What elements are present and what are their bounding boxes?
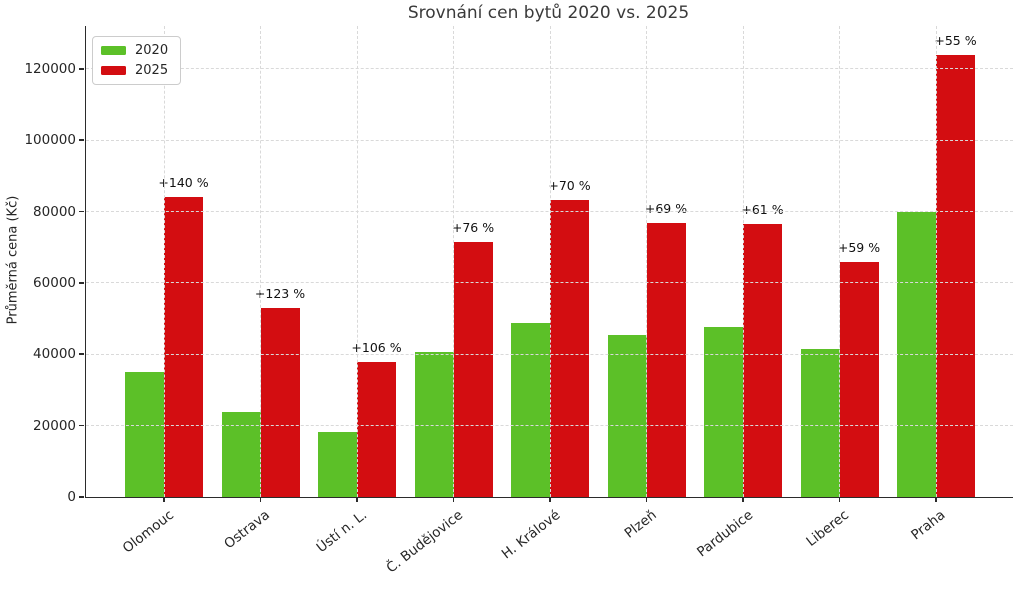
legend-item-2020: 2020 (101, 43, 168, 58)
percent-annotation: +140 % (158, 175, 209, 191)
bar-2020-Plzeň (607, 334, 647, 497)
x-tick-mark (259, 497, 262, 502)
percent-annotation: +76 % (451, 219, 495, 235)
gridline-v (646, 26, 647, 497)
gridline-v (163, 26, 165, 497)
gridline-h (86, 211, 1013, 213)
x-tick-label-7: Pardubice (693, 507, 756, 561)
bar-2020-Č. Budějovice (414, 351, 454, 497)
x-tick-label-1: Olomouc (119, 507, 177, 557)
plot-area: Praha Liberec Pardubice Plzeň H. Králové Č. B… (24, 26, 1013, 576)
x-tick-label-8: Liberec (803, 507, 853, 550)
x-tick-mark (549, 497, 551, 502)
legend-label-2025: 2025 (135, 63, 169, 78)
legend: 2020 2025 (92, 36, 182, 85)
y-tick-mark (79, 68, 84, 70)
y-tick-label: 40000 (33, 346, 76, 363)
gridline-h (86, 282, 1013, 284)
y-tick-label: 80000 (33, 203, 76, 220)
percent-annotation: +69 % (644, 200, 688, 216)
bar-2025-H. Králové (550, 200, 589, 497)
y-tick-label: 100000 (24, 132, 76, 149)
gridline-h (86, 425, 1013, 427)
percent-annotation: +70 % (548, 178, 591, 194)
bar-2020-Ostrava (221, 412, 261, 497)
x-tick-mark (742, 497, 744, 502)
gridline-v (935, 26, 937, 497)
y-tick-mark (79, 353, 84, 356)
x-tick-mark (645, 497, 648, 502)
chart-title: Srovnání cen bytů 2020 vs. 2025 (407, 3, 690, 23)
bar-2025-Praha (936, 54, 975, 497)
x-tick-mark (356, 497, 358, 502)
gridline-h (86, 139, 1013, 141)
gridline-v (356, 26, 358, 497)
y-tick-mark (79, 210, 84, 213)
y-tick-label: 120000 (24, 60, 76, 77)
legend-swatch-2020 (101, 46, 126, 55)
bar-2025-Olomouc (164, 197, 203, 497)
gridline-v (839, 26, 840, 497)
bar-2025-Č. Budějovice (453, 241, 493, 497)
x-tick-label-9: Praha (908, 507, 949, 544)
bar-2025-Plzeň (646, 222, 686, 497)
y-tick-mark (79, 424, 84, 427)
x-tick-label-3: Ústí n. L. (313, 507, 370, 557)
legend-item-2025: 2025 (101, 63, 168, 78)
y-tick-label: 0 (67, 489, 76, 505)
y-tick-label: 60000 (33, 274, 76, 291)
gridline-h (86, 353, 1013, 355)
gridline-v (260, 26, 261, 497)
y-tick-mark (79, 496, 84, 498)
x-tick-label-5: H. Králové (498, 507, 563, 563)
legend-swatch-2025 (101, 66, 126, 75)
y-tick-mark (79, 282, 84, 284)
x-tick-mark (452, 497, 455, 502)
x-tick-mark (935, 497, 937, 502)
bar-2020-Liberec (800, 349, 840, 497)
bar-2025-Ústí n. L. (357, 362, 396, 497)
bar-2020-H. Králové (511, 322, 550, 497)
x-tick-label-4: Č. Budějovice (383, 507, 467, 577)
x-tick-label-6: Plzeň (621, 507, 660, 542)
x-tick-label-2: Ostrava (221, 507, 274, 553)
y-axis-label: Průměrná cena (Kč) (5, 195, 21, 325)
gridline-v (453, 26, 454, 497)
bar-2025-Liberec (839, 262, 879, 497)
gridline-v (742, 26, 744, 497)
bar-2025-Pardubice (743, 223, 782, 497)
x-tick-mark (838, 497, 841, 502)
y-tick-label: 20000 (33, 417, 76, 434)
bar-2020-Pardubice (704, 327, 743, 497)
percent-annotation: +61 % (741, 201, 784, 217)
percent-annotation: +123 % (254, 286, 306, 302)
gridline-h (86, 68, 1013, 70)
bar-2020-Ústí n. L. (318, 431, 357, 497)
x-tick-mark (163, 497, 165, 502)
percent-annotation: +59 % (837, 240, 881, 256)
percent-annotation: +106 % (351, 340, 402, 356)
percent-annotation: +55 % (934, 32, 977, 48)
gridline-v (549, 26, 551, 497)
legend-label-2020: 2020 (135, 43, 169, 58)
bar-2020-Olomouc (125, 372, 164, 497)
y-tick-mark (79, 139, 84, 141)
bar-2025-Ostrava (260, 308, 300, 497)
